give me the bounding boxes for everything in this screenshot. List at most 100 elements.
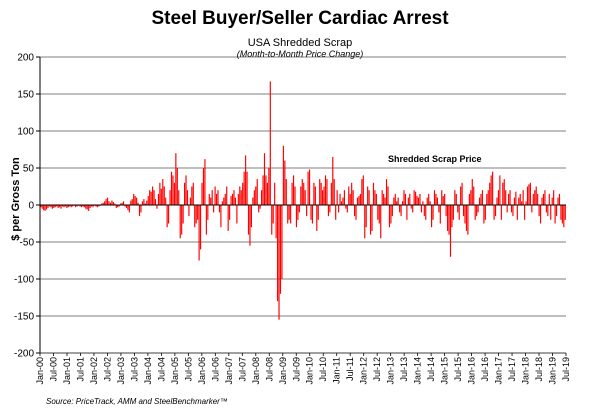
- bar: [419, 193, 421, 205]
- bar: [385, 179, 388, 205]
- bar: [470, 190, 472, 205]
- bar: [266, 182, 268, 205]
- bar: [371, 205, 373, 231]
- x-tick-label: Jul-13: [399, 357, 409, 382]
- x-tick-label: Jul-12: [372, 357, 382, 382]
- bar: [192, 182, 194, 205]
- bar: [496, 197, 498, 205]
- bar: [471, 179, 473, 205]
- bar: [243, 171, 245, 205]
- bar: [211, 190, 213, 205]
- x-tick-label: Jul-19: [561, 357, 571, 382]
- bar: [197, 205, 199, 220]
- x-tick-label: Jul-05: [183, 357, 193, 382]
- bar: [230, 196, 232, 205]
- bar: [324, 175, 327, 205]
- x-tick-label: Jul-17: [507, 357, 517, 382]
- bar: [400, 205, 402, 217]
- bar: [186, 190, 189, 205]
- bar: [388, 205, 391, 228]
- bar: [555, 205, 558, 217]
- bar: [221, 201, 223, 205]
- x-tick-label: Jan-14: [413, 357, 423, 385]
- bar: [442, 196, 444, 205]
- bar: [558, 193, 561, 205]
- x-tick-label: Jul-11: [345, 357, 355, 381]
- bar: [195, 205, 197, 224]
- bar: [159, 182, 161, 205]
- bar: [131, 199, 133, 205]
- bar: [462, 205, 465, 217]
- bar: [354, 205, 356, 217]
- x-tick-label: Jan-04: [143, 357, 153, 385]
- bar: [51, 205, 53, 209]
- bar: [420, 205, 423, 213]
- bar: [66, 205, 68, 208]
- bar: [356, 197, 359, 205]
- bar: [380, 205, 382, 239]
- bar: [529, 182, 531, 205]
- bar: [166, 205, 168, 228]
- bar: [436, 197, 438, 205]
- bar: [468, 193, 470, 205]
- bar: [275, 205, 277, 239]
- bar: [396, 201, 398, 205]
- bar: [261, 190, 263, 205]
- x-tick-label: Jan-06: [197, 357, 207, 385]
- bar: [86, 205, 88, 210]
- bar: [492, 171, 494, 205]
- bar: [262, 175, 264, 205]
- bar: [417, 197, 420, 205]
- bar: [198, 205, 200, 261]
- bar: [290, 205, 292, 224]
- y-tick-label: -200: [14, 349, 34, 360]
- bar: [40, 205, 42, 208]
- bar: [435, 193, 437, 205]
- bar: [239, 186, 241, 205]
- x-tick-label: Jul-06: [210, 357, 220, 382]
- bar: [250, 205, 252, 228]
- bar: [509, 190, 511, 205]
- x-tick-label: Jan-17: [494, 357, 504, 385]
- bar: [117, 205, 119, 208]
- bar: [554, 205, 556, 224]
- bar: [89, 205, 91, 208]
- bar: [486, 193, 488, 205]
- bar: [519, 193, 521, 205]
- bar: [390, 205, 392, 224]
- bar: [383, 193, 385, 205]
- x-tick-label: Jan-01: [62, 357, 72, 385]
- bar: [70, 205, 72, 208]
- bar: [528, 184, 530, 205]
- bar: [295, 205, 298, 228]
- bar: [557, 197, 559, 205]
- bar: [534, 190, 536, 205]
- bar: [473, 186, 475, 205]
- axes: [36, 56, 567, 356]
- bar: [461, 182, 463, 205]
- bar: [207, 205, 209, 220]
- bar: [249, 205, 251, 246]
- x-tick-label: Jan-07: [224, 357, 234, 385]
- bar: [545, 205, 547, 213]
- bar: [41, 205, 43, 209]
- bar: [432, 205, 434, 220]
- bar: [374, 190, 376, 205]
- x-tick-label: Jan-19: [548, 357, 558, 385]
- bar: [343, 190, 345, 205]
- bar: [172, 175, 174, 205]
- bar: [381, 190, 383, 205]
- bar: [247, 205, 250, 235]
- bar: [327, 205, 330, 217]
- bar: [215, 193, 218, 205]
- bar: [165, 197, 167, 205]
- bar: [268, 168, 270, 205]
- bar: [188, 205, 190, 217]
- bar: [308, 169, 311, 205]
- bar: [307, 171, 309, 205]
- bar: [553, 190, 555, 205]
- y-tick-label: 100: [17, 127, 34, 138]
- bar: [150, 191, 152, 205]
- bar: [79, 205, 81, 207]
- bar: [255, 186, 257, 205]
